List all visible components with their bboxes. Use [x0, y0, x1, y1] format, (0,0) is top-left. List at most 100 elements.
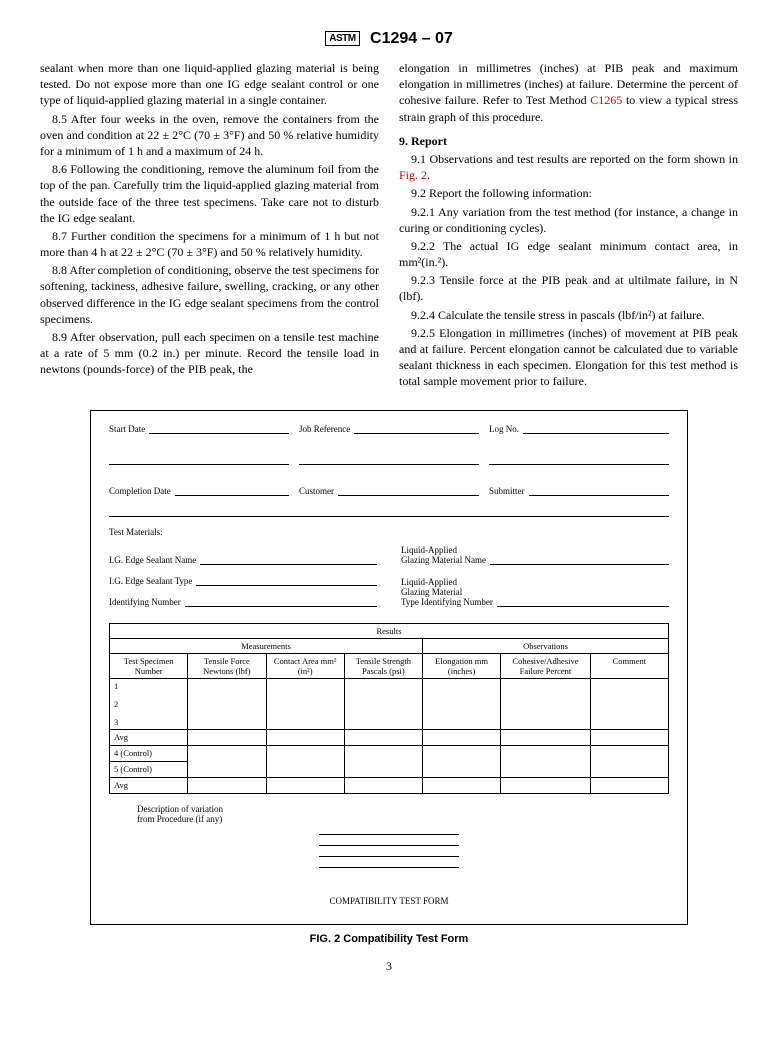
cell[interactable] [266, 745, 344, 777]
field-log-no-2[interactable] [489, 454, 669, 465]
field-ig-sealant-type[interactable] [196, 575, 377, 586]
cell-contact-123[interactable] [266, 678, 344, 729]
cell[interactable] [590, 777, 668, 793]
row-3-label: 3 [114, 717, 183, 727]
results-table: Results Measurements Observations Test S… [109, 623, 669, 794]
field-submitter[interactable] [529, 485, 670, 496]
cell[interactable] [423, 777, 501, 793]
para-9-2: 9.2 Report the following information: [399, 185, 738, 201]
ref-c1265[interactable]: C1265 [590, 93, 622, 107]
label-identifying-number: Identifying Number [109, 597, 181, 607]
label-ig-sealant-type: I.G. Edge Sealant Type [109, 576, 192, 586]
label-liquid-type: Liquid-Applied Glazing Material Type Ide… [401, 577, 493, 607]
cell-strength-123[interactable] [344, 678, 422, 729]
variation-line-4[interactable] [319, 867, 459, 868]
para-lead: sealant when more than one liquid-applie… [40, 60, 379, 109]
th-contact: Contact Area mm² (in²) [266, 653, 344, 678]
para-9-2-1: 9.2.1 Any variation from the test method… [399, 204, 738, 236]
para-9-2-5: 9.2.5 Elongation in millimetres (inches)… [399, 325, 738, 390]
cell[interactable] [501, 777, 590, 793]
cell[interactable] [590, 729, 668, 745]
para-9-2-4: 9.2.4 Calculate the tensile stress in pa… [399, 307, 738, 323]
cell[interactable] [590, 745, 668, 777]
cell[interactable] [188, 745, 266, 777]
field-ig-sealant-name[interactable] [200, 554, 377, 565]
field-start-date[interactable] [149, 423, 289, 434]
form-row-2: Completion Date Customer Submitter [109, 485, 669, 506]
th-measurements: Measurements [110, 638, 423, 653]
label-liquid-name-l1: Liquid-Applied [401, 545, 486, 555]
cell-cohesive-123[interactable] [501, 678, 590, 729]
label-log-no: Log No. [489, 424, 519, 434]
field-liquid-name[interactable] [490, 554, 669, 565]
field-job-ref-2[interactable] [299, 454, 479, 465]
row-5-label: 5 (Control) [110, 761, 188, 777]
para-9-1a: 9.1 Observations and test results are re… [411, 152, 738, 166]
th-elong: Elongation mm (inches) [423, 653, 501, 678]
th-comment: Comment [590, 653, 668, 678]
para-8-9b: elongation in millimetres (inches) at PI… [399, 60, 738, 125]
label-liquid-name: Liquid-Applied Glazing Material Name [401, 545, 486, 565]
form-row-1: Start Date Job Reference Log No. [109, 423, 669, 444]
cell[interactable] [266, 777, 344, 793]
cell-elong-123[interactable] [423, 678, 501, 729]
para-8-6: 8.6 Following the conditioning, remove t… [40, 161, 379, 226]
field-completion-date[interactable] [175, 485, 289, 496]
form-separator-1 [109, 516, 669, 517]
section-9-title: 9. Report [399, 133, 738, 149]
para-9-1b: . [427, 168, 430, 182]
field-log-no[interactable] [523, 423, 669, 434]
cell-tensile-123[interactable] [188, 678, 266, 729]
label-completion-date: Completion Date [109, 486, 171, 496]
cell[interactable] [188, 729, 266, 745]
table-row: Avg [110, 777, 669, 793]
cell[interactable] [344, 729, 422, 745]
figure-caption: FIG. 2 Compatibility Test Form [40, 933, 738, 945]
field-customer[interactable] [338, 485, 479, 496]
table-row: 4 (Control) [110, 745, 669, 761]
para-8-7: 8.7 Further condition the specimens for … [40, 228, 379, 260]
field-start-date-2[interactable] [109, 454, 289, 465]
th-observations: Observations [423, 638, 669, 653]
th-strength: Tensile Strength Pascals (psi) [344, 653, 422, 678]
label-test-materials: Test Materials: [109, 527, 669, 537]
form-row-1b [109, 454, 669, 475]
label-submitter: Submitter [489, 486, 525, 496]
cell[interactable] [423, 729, 501, 745]
cell[interactable] [188, 777, 266, 793]
variation-line-1[interactable] [319, 834, 459, 835]
para-8-5: 8.5 After four weeks in the oven, remove… [40, 111, 379, 160]
page-number: 3 [40, 959, 738, 974]
para-8-9a: 8.9 After observation, pull each specime… [40, 329, 379, 378]
table-row: Avg [110, 729, 669, 745]
label-start-date: Start Date [109, 424, 145, 434]
desc-l2: from Procedure (if any) [109, 814, 669, 824]
field-job-ref[interactable] [354, 423, 479, 434]
cell[interactable] [501, 745, 590, 777]
label-liquid-type-l3: Type Identifying Number [401, 597, 493, 607]
body-columns: sealant when more than one liquid-applie… [40, 60, 738, 390]
para-9-2-3: 9.2.3 Tensile force at the PIB peak and … [399, 272, 738, 304]
field-liquid-type[interactable] [497, 596, 669, 607]
variation-line-3[interactable] [319, 856, 459, 857]
cell[interactable] [344, 777, 422, 793]
para-9-2-2: 9.2.2 The actual IG edge sealant minimum… [399, 238, 738, 270]
label-customer: Customer [299, 486, 334, 496]
th-cohesive: Cohesive/Adhesive Failure Percent [501, 653, 590, 678]
row-avg2-label: Avg [110, 777, 188, 793]
row-1-label: 1 [114, 681, 183, 691]
astm-logo: ASTM [325, 31, 359, 46]
th-tensile: Tensile Force Newtons (lbf) [188, 653, 266, 678]
materials-row-1: I.G. Edge Sealant Name Liquid-Applied Gl… [109, 545, 669, 575]
field-identifying-number[interactable] [185, 596, 377, 607]
cell[interactable] [501, 729, 590, 745]
variation-line-2[interactable] [319, 845, 459, 846]
th-results: Results [110, 623, 669, 638]
cell[interactable] [344, 745, 422, 777]
cell[interactable] [266, 729, 344, 745]
form-footer: COMPATIBILITY TEST FORM [109, 896, 669, 906]
ref-fig2[interactable]: Fig. 2 [399, 168, 427, 182]
cell-comment-123[interactable] [590, 678, 668, 729]
th-specimen: Test Specimen Number [110, 653, 188, 678]
cell[interactable] [423, 745, 501, 777]
